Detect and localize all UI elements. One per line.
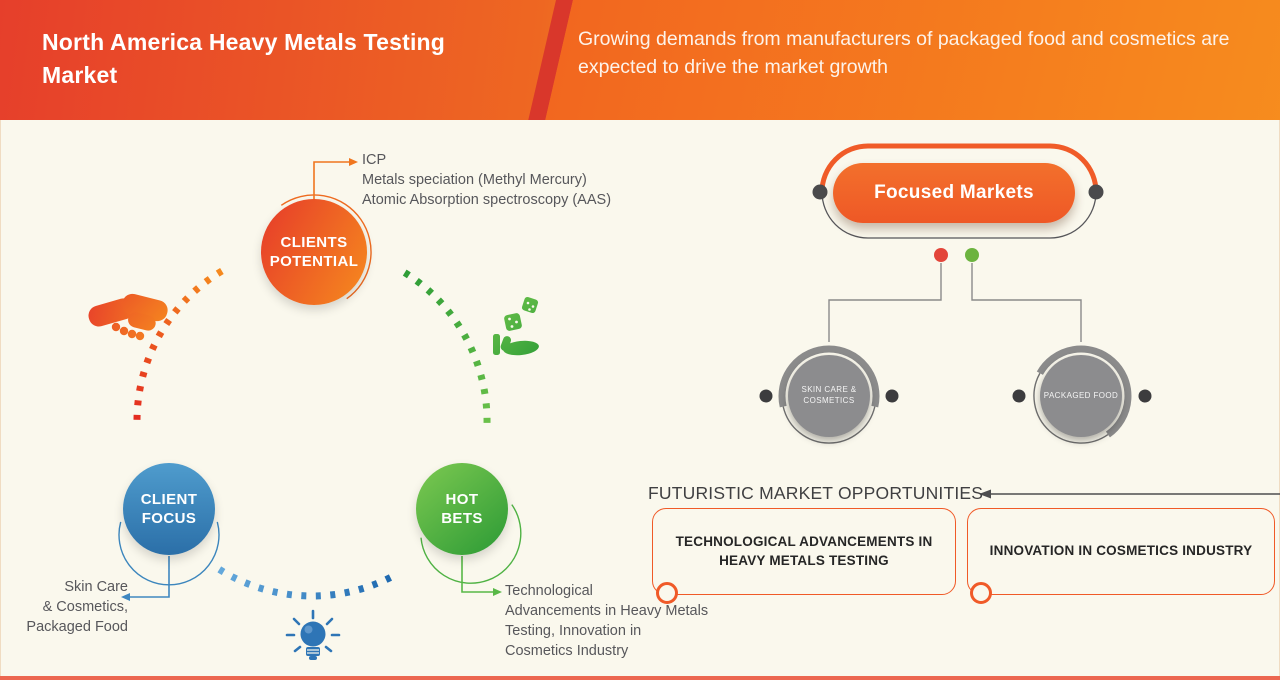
bottom-accent-bar xyxy=(0,676,1280,680)
page-subtitle: Growing demands from manufacturers of pa… xyxy=(578,28,1230,79)
node-clients-potential-label: CLIENTS POTENTIAL xyxy=(269,233,359,271)
dotted-arc-green xyxy=(402,269,491,431)
capsule-right-dot xyxy=(1088,184,1104,200)
dice-hand-icon xyxy=(493,296,539,356)
market-circle-packaged-food: PACKAGED FOOD xyxy=(1040,355,1122,437)
header-banner xyxy=(0,0,1280,120)
connector-packaged-food xyxy=(971,263,1082,342)
focused-markets-title: Focused Markets xyxy=(874,182,1034,203)
connector-client-focus xyxy=(129,556,170,598)
node-client-focus: CLIENT FOCUS xyxy=(123,463,215,555)
dotted-arc-orange xyxy=(133,268,224,423)
opportunity-box-cosmetics-innovation-label: INNOVATION IN COSMETICS INDUSTRY xyxy=(989,543,1253,559)
arrowhead-hot-bets xyxy=(493,588,502,596)
opportunity-box-cosmetics-innovation: INNOVATION IN COSMETICS INDUSTRY xyxy=(967,508,1275,595)
annotation-client-focus: Skin Care & Cosmetics, Packaged Food xyxy=(26,579,128,635)
focused-markets-capsule: Focused Markets xyxy=(833,163,1075,223)
page-title: North America Heavy Metals Testing Marke… xyxy=(42,29,446,88)
node-clients-potential: CLIENTS POTENTIAL xyxy=(261,199,367,305)
market-circle-packaged-food-label: PACKAGED FOOD xyxy=(1043,390,1119,400)
annotation-hot-bets: Technological Advancements in Heavy Meta… xyxy=(505,583,709,659)
side-dot xyxy=(1012,389,1026,403)
market-circle-skin-care: SKIN CARE & COSMETICS xyxy=(788,355,870,437)
side-dot xyxy=(759,389,773,403)
lightbulb-icon xyxy=(285,609,341,660)
opportunity-box-tech-advancements-label: TECHNOLOGICAL ADVANCEMENTS IN HEAVY META… xyxy=(675,533,933,568)
node-hot-bets: HOT BETS xyxy=(416,463,508,555)
marker-dot-green xyxy=(965,248,979,262)
marker-dot-red xyxy=(934,248,948,262)
handshake-icon xyxy=(88,293,168,341)
connector-hot-bets xyxy=(461,556,494,593)
opportunity-box-corner-ring xyxy=(970,582,992,604)
node-client-focus-label: CLIENT FOCUS xyxy=(140,490,198,528)
opportunities-heading: FUTURISTIC MARKET OPPORTUNITIES xyxy=(648,483,984,503)
dotted-arc-blue xyxy=(217,566,399,600)
arrowhead-clients-potential xyxy=(349,158,358,166)
side-dot xyxy=(885,389,899,403)
opportunity-box-corner-ring xyxy=(656,582,678,604)
node-hot-bets-label: HOT BETS xyxy=(441,490,483,528)
side-dot xyxy=(1138,389,1152,403)
annotation-clients-potential: ICP Metals speciation (Methyl Mercury) A… xyxy=(362,152,612,208)
capsule-left-dot xyxy=(812,184,828,200)
connector-skin-care xyxy=(828,263,942,342)
opportunity-box-tech-advancements: TECHNOLOGICAL ADVANCEMENTS IN HEAVY META… xyxy=(652,508,956,595)
market-circle-skin-care-label: SKIN CARE & COSMETICS xyxy=(801,385,857,405)
connector-clients-potential xyxy=(313,161,350,200)
